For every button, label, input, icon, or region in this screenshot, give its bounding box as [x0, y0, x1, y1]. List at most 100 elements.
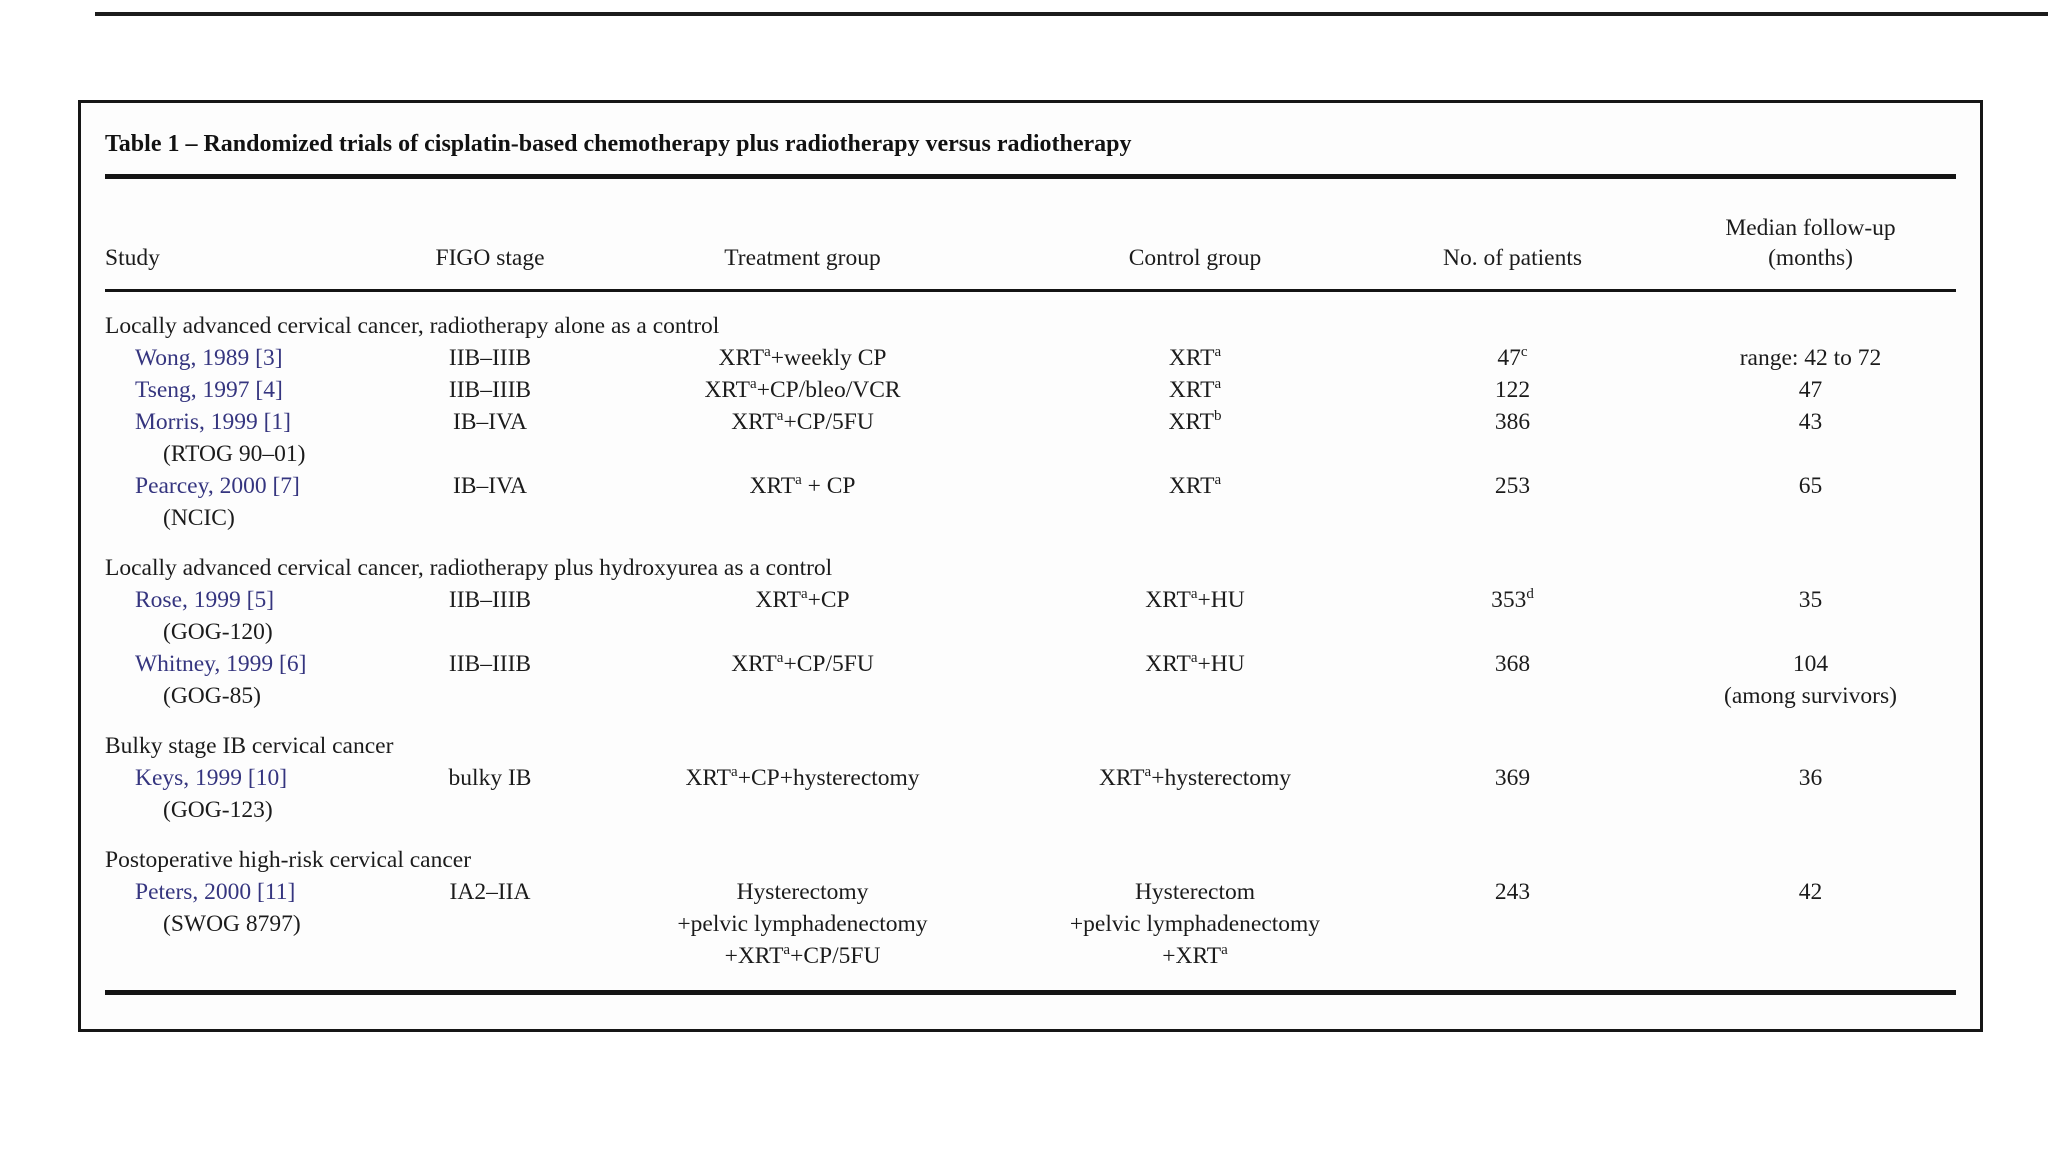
control-line: Hysterectom: [1134, 879, 1256, 905]
header-rule: [105, 289, 1956, 292]
cell-median-followup: 65: [1665, 470, 1956, 534]
cell-treatment-group: XRTa+CP/bleo/VCR: [575, 374, 1030, 406]
followup-line: range: 42 to 72: [1739, 345, 1882, 371]
cell-treatment-group: XRTa+CP+hysterectomy: [575, 762, 1030, 826]
table-row: Wong, 1989 [3] IIB–IIIB XRTa+weekly CP XRTa…: [105, 342, 1956, 374]
study-citation[interactable]: Wong, 1989 [3]: [135, 345, 283, 371]
title-rule: [105, 174, 1956, 179]
control-line: XRTa+HU: [1145, 650, 1245, 677]
treatment-line: +pelvic lymphadenectomy: [677, 911, 928, 937]
study-citation[interactable]: Rose, 1999 [5]: [135, 587, 275, 613]
cell-figo-stage: IIB–IIIB: [448, 587, 532, 613]
study-trial-name: (GOG-123): [163, 797, 273, 823]
treatment-line: XRTa+CP/5FU: [731, 650, 874, 677]
table-section: Bulky stage IB cervical cancer Keys, 1999…: [105, 730, 1956, 826]
cell-median-followup: 35: [1665, 584, 1956, 648]
cell-median-followup: 36: [1665, 762, 1956, 826]
treatment-line: XRTa+CP/5FU: [731, 408, 874, 435]
cell-study: Peters, 2000 [11] (SWOG 8797): [105, 876, 405, 972]
cell-no-of-patients: 243: [1494, 879, 1531, 905]
cell-treatment-group: Hysterectomy +pelvic lymphadenectomy +XRTa…: [575, 876, 1030, 972]
table-header-row: Study FIGO stage Treatment group Control gr…: [105, 179, 1956, 289]
table-row: Pearcey, 2000 [7] (NCIC) IB–IVA XRTa + CP XR…: [105, 470, 1956, 534]
study-citation[interactable]: Pearcey, 2000 [7]: [135, 473, 300, 499]
cell-no-of-patients: 368: [1494, 651, 1531, 677]
table-body: Locally advanced cervical cancer, radiot…: [105, 310, 1956, 972]
cell-control-group: XRTa+HU: [1030, 584, 1360, 648]
column-header-line: Study: [105, 245, 160, 271]
column-header-5: Median follow-up (months): [1665, 213, 1956, 273]
treatment-line: XRTa+weekly CP: [718, 344, 887, 371]
study-trial-name: (SWOG 8797): [163, 911, 301, 937]
section-header: Locally advanced cervical cancer, radiot…: [105, 555, 833, 581]
cell-control-group: XRTb: [1030, 406, 1360, 470]
table-frame: Table 1 – Randomized trials of cisplatin…: [78, 100, 1983, 1032]
treatment-line: XRTa+CP+hysterectomy: [685, 764, 920, 791]
control-line: XRTa: [1168, 472, 1222, 499]
cell-median-followup: 104 (among survivors): [1665, 648, 1956, 712]
section-header: Bulky stage IB cervical cancer: [105, 733, 394, 759]
control-line: XRTa+HU: [1145, 586, 1245, 613]
followup-line: 43: [1798, 409, 1823, 435]
study-citation[interactable]: Tseng, 1997 [4]: [135, 377, 283, 403]
followup-line: 104: [1792, 651, 1829, 677]
cell-study: Rose, 1999 [5] (GOG-120): [105, 584, 405, 648]
followup-line: 47: [1798, 377, 1823, 403]
cell-study: Whitney, 1999 [6] (GOG-85): [105, 648, 405, 712]
study-citation[interactable]: Morris, 1999 [1]: [135, 409, 291, 435]
cell-no-of-patients: 253: [1494, 473, 1531, 499]
followup-line: 36: [1798, 765, 1823, 791]
cell-control-group: XRTa: [1030, 470, 1360, 534]
study-citation[interactable]: Peters, 2000 [11]: [135, 879, 296, 905]
treatment-line: XRTa + CP: [749, 472, 856, 499]
study-trial-name: (GOG-120): [163, 619, 273, 645]
section-header: Postoperative high-risk cervical cancer: [105, 847, 472, 873]
cell-median-followup: 47: [1665, 374, 1956, 406]
cell-median-followup: range: 42 to 72: [1665, 342, 1956, 374]
cell-figo-stage: IIB–IIIB: [448, 651, 532, 677]
cell-figo-stage: IB–IVA: [453, 409, 527, 435]
treatment-line: XRTa+CP/bleo/VCR: [704, 376, 901, 403]
followup-line: 65: [1798, 473, 1823, 499]
column-header-1: FIGO stage: [405, 243, 575, 273]
column-header-line: No. of patients: [1442, 245, 1582, 271]
column-header-line: Treatment group: [724, 245, 881, 271]
study-citation[interactable]: Whitney, 1999 [6]: [135, 651, 307, 677]
cell-control-group: XRTa+hysterectomy: [1030, 762, 1360, 826]
column-header-line: Control group: [1128, 245, 1262, 271]
cell-treatment-group: XRTa+CP: [575, 584, 1030, 648]
column-header-4: No. of patients: [1360, 243, 1665, 273]
column-header-line: (months): [1768, 245, 1853, 271]
column-header-line: Median follow-up: [1725, 215, 1896, 241]
page-top-artifact-line: [95, 12, 2048, 16]
column-header-line: FIGO stage: [435, 245, 545, 271]
cell-study: Wong, 1989 [3]: [105, 342, 405, 374]
cell-treatment-group: XRTa+CP/5FU: [575, 406, 1030, 470]
study-trial-name: (GOG-85): [163, 683, 261, 709]
section-header: Locally advanced cervical cancer, radiot…: [105, 313, 720, 339]
control-line: +pelvic lymphadenectomy: [1069, 911, 1321, 937]
cell-control-group: Hysterectom +pelvic lymphadenectomy +XRTa: [1030, 876, 1360, 972]
cell-study: Tseng, 1997 [4]: [105, 374, 405, 406]
table-row: Whitney, 1999 [6] (GOG-85) IIB–IIIB XRTa+CP…: [105, 648, 1956, 712]
control-line: XRTb: [1168, 408, 1222, 435]
table-row: Morris, 1999 [1] (RTOG 90–01) IB–IVA XRTa+C…: [105, 406, 1956, 470]
cell-control-group: XRTa: [1030, 374, 1360, 406]
table-title: Table 1 – Randomized trials of cisplatin…: [105, 131, 1132, 157]
cell-study: Morris, 1999 [1] (RTOG 90–01): [105, 406, 405, 470]
cell-treatment-group: XRTa+CP/5FU: [575, 648, 1030, 712]
table-row: Peters, 2000 [11] (SWOG 8797) IA2–IIA Hyste…: [105, 876, 1956, 972]
cell-figo-stage: IIB–IIIB: [448, 377, 532, 403]
table-row: Tseng, 1997 [4] IIB–IIIB XRTa+CP/bleo/VCR X…: [105, 374, 1956, 406]
table-row: Keys, 1999 [10] (GOG-123) bulky IB XRTa+CP+…: [105, 762, 1956, 826]
table-section: Postoperative high-risk cervical cancer P…: [105, 844, 1956, 972]
followup-line: 42: [1798, 879, 1823, 905]
followup-line: 35: [1798, 587, 1823, 613]
treatment-line: Hysterectomy: [736, 879, 869, 905]
cell-no-of-patients: 122: [1494, 377, 1531, 403]
study-citation[interactable]: Keys, 1999 [10]: [135, 765, 288, 791]
cell-control-group: XRTa: [1030, 342, 1360, 374]
cell-figo-stage: IA2–IIA: [449, 879, 531, 905]
cell-no-of-patients: 386: [1494, 409, 1531, 435]
control-line: XRTa: [1168, 376, 1222, 403]
